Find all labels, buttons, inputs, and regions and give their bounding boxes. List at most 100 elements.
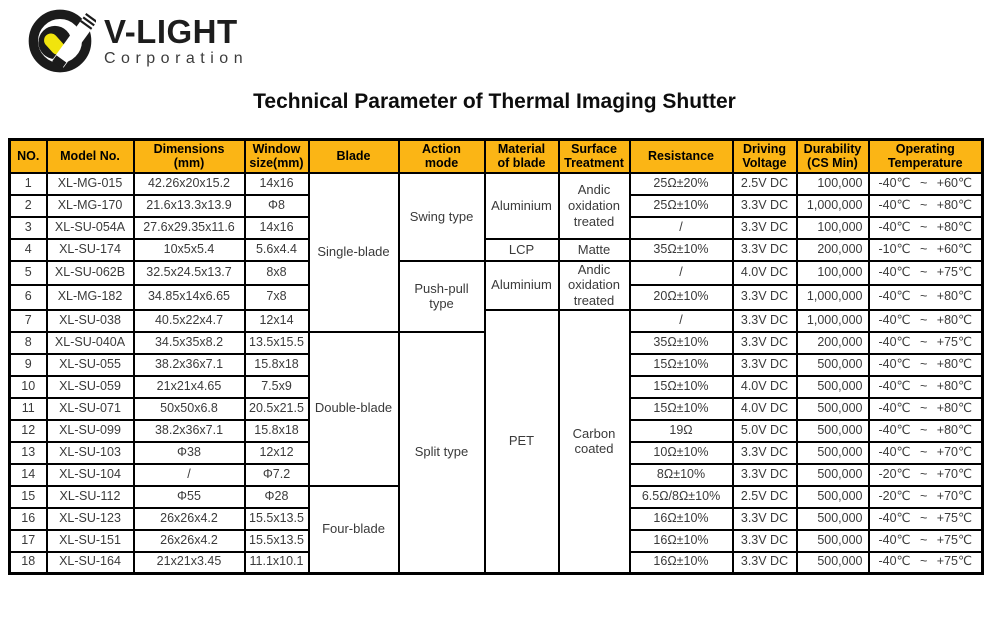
cell-temperature: -40℃ ~ +75℃ — [867, 259, 984, 287]
cell-model: XL-SU-040A — [45, 330, 135, 355]
cell-model: XL-SU-104 — [45, 462, 135, 487]
col-header-resistance: Resistance — [628, 138, 734, 174]
cell-voltage: 4.0V DC — [731, 374, 798, 399]
cell-voltage: 3.3V DC — [731, 528, 798, 553]
page-title: Technical Parameter of Thermal Imaging S… — [253, 90, 736, 113]
cell-no: 4 — [8, 237, 48, 262]
cell-durability: 100,000 — [795, 215, 870, 240]
cell-model: XL-SU-123 — [45, 506, 135, 531]
col-header-window: Window size(mm) — [243, 138, 310, 174]
cell-window: 14x16 — [243, 171, 310, 196]
cell-durability: 100,000 — [795, 171, 870, 196]
cell-temperature: -40℃ ~ +80℃ — [867, 374, 984, 399]
cell-window: 20.5x21.5 — [243, 396, 310, 421]
cell-window: 15.5x13.5 — [243, 528, 310, 553]
cell-action-pushpull: Push-pull type — [397, 259, 486, 333]
cell-material-aluminium-2: Aluminium — [483, 259, 560, 311]
cell-model: XL-SU-038 — [45, 308, 135, 333]
cell-no: 11 — [8, 396, 48, 421]
cell-resistance: 15Ω±10% — [628, 396, 734, 421]
cell-temperature: -40℃ ~ +75℃ — [867, 550, 984, 575]
cell-temperature: -40℃ ~ +80℃ — [867, 284, 984, 311]
cell-no: 12 — [8, 418, 48, 443]
col-header-voltage: Driving Voltage — [731, 138, 798, 174]
cell-durability: 500,000 — [795, 462, 870, 487]
cell-voltage: 2.5V DC — [731, 484, 798, 509]
table-row: 12 XL-SU-099 38.2x36x7.1 15.8x18 19Ω 5.0… — [8, 418, 984, 443]
table-row: 13 XL-SU-103 Φ38 12x12 10Ω±10% 3.3V DC 5… — [8, 440, 984, 465]
cell-dimensions: / — [132, 462, 246, 487]
cell-voltage: 3.3V DC — [731, 440, 798, 465]
table-row: 7 XL-SU-038 40.5x22x4.7 12x14 PET Carbon… — [8, 308, 984, 575]
cell-durability: 500,000 — [795, 418, 870, 443]
cell-durability: 1,000,000 — [795, 193, 870, 218]
cell-no: 14 — [8, 462, 48, 487]
cell-material-aluminium-1: Aluminium — [483, 171, 560, 240]
cell-window: Φ8 — [243, 193, 310, 218]
cell-window: 11.1x10.1 — [243, 550, 310, 575]
cell-no: 10 — [8, 374, 48, 399]
cell-dimensions: 27.6x29.35x11.6 — [132, 215, 246, 240]
cell-resistance: 10Ω±10% — [628, 440, 734, 465]
table-row: 14 XL-SU-104 / Φ7.2 8Ω±10% 3.3V DC 500,0… — [8, 462, 984, 487]
cell-resistance: 16Ω±10% — [628, 528, 734, 553]
cell-temperature: -40℃ ~ +80℃ — [867, 193, 984, 218]
col-header-model: Model No. — [45, 138, 135, 174]
cell-model: XL-MG-015 — [45, 171, 135, 196]
cell-window: 15.8x18 — [243, 418, 310, 443]
cell-resistance: 16Ω±10% — [628, 550, 734, 575]
cell-action-split: Split type — [397, 330, 486, 575]
cell-resistance: 35Ω±10% — [628, 237, 734, 262]
cell-durability: 500,000 — [795, 374, 870, 399]
cell-dimensions: 34.85x14x6.65 — [132, 284, 246, 311]
cell-voltage: 3.3V DC — [731, 330, 798, 355]
parameters-table: NO. Model No. Dimensions (mm) Window siz… — [8, 138, 984, 576]
cell-resistance: 16Ω±10% — [628, 506, 734, 531]
cell-voltage: 3.3V DC — [731, 284, 798, 311]
cell-temperature: -40℃ ~ +75℃ — [867, 506, 984, 531]
cell-temperature: -40℃ ~ +70℃ — [867, 440, 984, 465]
cell-durability: 500,000 — [795, 396, 870, 421]
cell-temperature: -20℃ ~ +70℃ — [867, 484, 984, 509]
cell-window: 14x16 — [243, 215, 310, 240]
table-row: 16 XL-SU-123 26x26x4.2 15.5x13.5 16Ω±10%… — [8, 506, 984, 531]
cell-model: XL-MG-182 — [45, 284, 135, 311]
col-header-material: Material of blade — [483, 138, 560, 174]
cell-blade-single: Single-blade — [307, 171, 400, 333]
cell-voltage: 2.5V DC — [731, 171, 798, 196]
cell-window: 12x12 — [243, 440, 310, 465]
cell-model: XL-MG-170 — [45, 193, 135, 218]
cell-no: 1 — [8, 171, 48, 196]
col-header-action: Action mode — [397, 138, 486, 174]
brand-subtitle: Corporation — [104, 49, 249, 67]
table-row: 17 XL-SU-151 26x26x4.2 15.5x13.5 16Ω±10%… — [8, 528, 984, 553]
cell-model: XL-SU-099 — [45, 418, 135, 443]
cell-window: Φ7.2 — [243, 462, 310, 487]
cell-material-pet: PET — [483, 308, 560, 575]
cell-dimensions: Φ38 — [132, 440, 246, 465]
cell-temperature: -40℃ ~ +60℃ — [867, 171, 984, 196]
cell-no: 7 — [8, 308, 48, 333]
table-row: 8 XL-SU-040A 34.5x35x8.2 13.5x15.5 Doubl… — [8, 330, 984, 575]
cell-temperature: -40℃ ~ +80℃ — [867, 215, 984, 240]
table-row: 5 XL-SU-062B 32.5x24.5x13.7 8x8 Push-pul… — [8, 259, 984, 333]
cell-window: 13.5x15.5 — [243, 330, 310, 355]
cell-voltage: 3.3V DC — [731, 193, 798, 218]
cell-resistance: 15Ω±10% — [628, 352, 734, 377]
cell-voltage: 3.3V DC — [731, 215, 798, 240]
cell-dimensions: 21x21x3.45 — [132, 550, 246, 575]
cell-window: 7x8 — [243, 284, 310, 311]
cell-voltage: 4.0V DC — [731, 259, 798, 287]
cell-model: XL-SU-054A — [45, 215, 135, 240]
cell-durability: 500,000 — [795, 506, 870, 531]
col-header-surface: Surface Treatment — [557, 138, 631, 174]
shutter-logo-icon — [28, 9, 96, 73]
cell-surface-andic-2: Andic oxidation treated — [557, 259, 631, 311]
cell-voltage: 3.3V DC — [731, 308, 798, 333]
cell-dimensions: 26x26x4.2 — [132, 506, 246, 531]
cell-dimensions: 21.6x13.3x13.9 — [132, 193, 246, 218]
cell-blade-four: Four-blade — [307, 484, 400, 575]
cell-no: 8 — [8, 330, 48, 355]
cell-resistance: 35Ω±10% — [628, 330, 734, 355]
cell-resistance: 25Ω±20% — [628, 171, 734, 196]
